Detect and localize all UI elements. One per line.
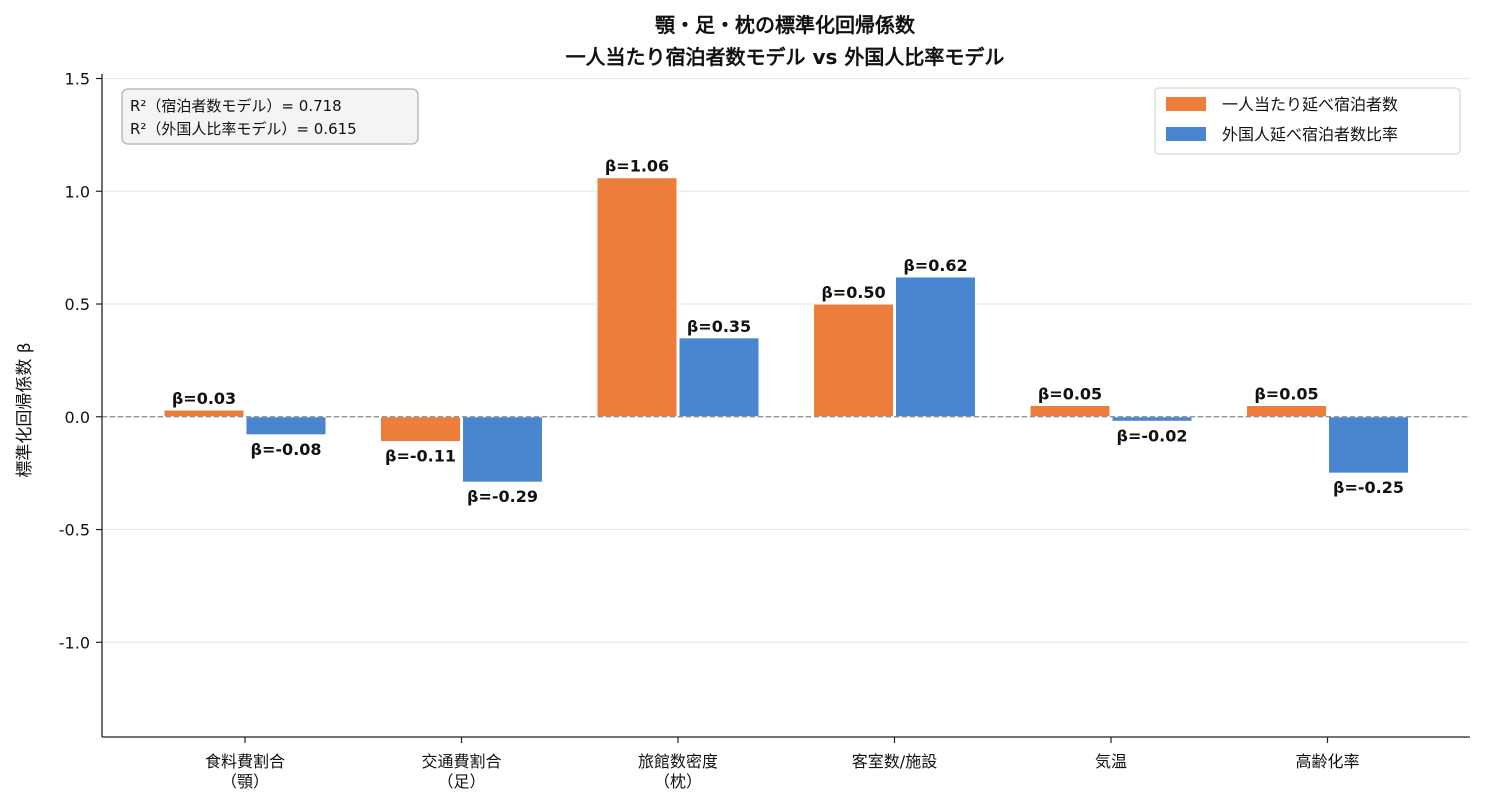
bar-series-1 bbox=[813, 303, 894, 418]
bar-value-label: β=-0.11 bbox=[385, 447, 456, 466]
chart-title-line-1: 顎・足・枕の標準化回帰係数 bbox=[655, 13, 916, 37]
x-tick-label: 旅館数密度 bbox=[638, 752, 718, 771]
x-tick-label: 交通費割合 bbox=[421, 752, 501, 771]
y-tick-label: 0.0 bbox=[65, 408, 90, 427]
y-axis-label: 標準化回帰係数 β bbox=[15, 342, 35, 477]
bar-value-label: β=-0.29 bbox=[467, 487, 538, 506]
axis-layer: -1.0 -0.5 0.0 0.5 1.0 1.5 食料費割合（顎） 交通費割合（足） 旅館数密… bbox=[59, 70, 1470, 791]
legend-box bbox=[1154, 87, 1461, 155]
y-tick-label: 1.0 bbox=[65, 182, 90, 201]
bar-layer bbox=[163, 177, 1409, 483]
bar-series-1 bbox=[1029, 405, 1111, 418]
y-tick-label: -0.5 bbox=[59, 521, 90, 540]
legend-label-series-2: 外国人延べ宿泊者数比率 bbox=[1222, 125, 1398, 144]
x-tick-label: （枕） bbox=[654, 772, 702, 791]
bar-value-label: β=0.62 bbox=[903, 256, 967, 275]
legend: 一人当たり延べ宿泊者数 外国人延べ宿泊者数比率 bbox=[1154, 87, 1461, 155]
legend-label-series-1: 一人当たり延べ宿泊者数 bbox=[1222, 95, 1398, 114]
x-tick-label: （顎） bbox=[221, 772, 269, 791]
bar-series-2 bbox=[1111, 416, 1193, 422]
x-tick-label: （足） bbox=[437, 772, 485, 791]
bar-series-1 bbox=[380, 416, 461, 443]
x-tick-label: 気温 bbox=[1095, 752, 1127, 771]
bar-value-label: β=0.35 bbox=[687, 317, 751, 336]
bar-label-layer: β=0.03 β=-0.08 β=-0.11 β=-0.29 β=1.06 β=0.35 β… bbox=[172, 157, 1404, 506]
legend-swatch-series-1 bbox=[1166, 97, 1206, 111]
bar-value-label: β=0.05 bbox=[1254, 385, 1318, 404]
bar-series-2 bbox=[1328, 416, 1409, 474]
x-tick-label: 食料費割合 bbox=[205, 752, 285, 771]
bar-series-2 bbox=[895, 276, 976, 418]
bar-value-label: β=0.05 bbox=[1038, 385, 1102, 404]
y-tick-label: -1.0 bbox=[59, 633, 90, 652]
bar-series-1 bbox=[163, 409, 245, 418]
bar-series-1 bbox=[596, 177, 678, 418]
bar-series-2 bbox=[462, 416, 543, 483]
x-tick-label: 高齢化率 bbox=[1295, 752, 1359, 771]
stats-annotation: R²（宿泊者数モデル）= 0.718 R²（外国人比率モデル）= 0.615 bbox=[121, 88, 419, 145]
bar-value-label: β=0.03 bbox=[172, 389, 236, 408]
y-tick-label: 1.5 bbox=[65, 70, 90, 89]
legend-swatch-series-2 bbox=[1166, 127, 1206, 141]
x-tick-label: 客室数/施設 bbox=[852, 752, 937, 771]
y-tick-label: 0.5 bbox=[65, 295, 90, 314]
bar-value-label: β=0.50 bbox=[821, 283, 885, 302]
chart-title-line-2: 一人当たり宿泊者数モデル vs 外国人比率モデル bbox=[566, 45, 1005, 69]
stats-line-2: R²（外国人比率モデル）= 0.615 bbox=[130, 120, 357, 138]
bar-value-label: β=-0.08 bbox=[251, 440, 322, 459]
stats-box bbox=[121, 88, 419, 145]
bar-value-label: β=-0.25 bbox=[1333, 478, 1404, 497]
bar-value-label: β=1.06 bbox=[605, 157, 669, 176]
grid-layer bbox=[102, 78, 1470, 643]
bar-value-label: β=-0.02 bbox=[1117, 426, 1188, 445]
stats-line-1: R²（宿泊者数モデル）= 0.718 bbox=[130, 97, 342, 115]
bar-series-1 bbox=[1246, 405, 1327, 418]
bar-series-2 bbox=[245, 416, 327, 436]
bar-series-2 bbox=[678, 337, 760, 418]
